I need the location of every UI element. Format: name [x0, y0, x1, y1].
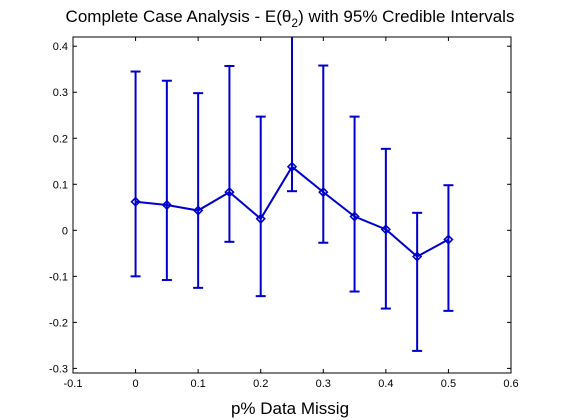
data-point-marker: [130, 196, 141, 207]
data-point-marker: [412, 251, 423, 262]
chart-title-subscript: 2: [291, 16, 298, 30]
data-point-marker: [318, 186, 329, 198]
chart-title-symbol: θ: [282, 7, 291, 26]
x-tick-label: 0.5: [441, 378, 456, 390]
y-tick-label: 0.1: [53, 179, 68, 191]
x-tick-label: 0.2: [253, 378, 268, 390]
y-tick-label: -0.2: [49, 317, 68, 329]
data-point-marker: [286, 161, 298, 172]
y-axis: -0.3 -0.2 -0.1 0 0.1 0.2 0.3 0.4: [49, 41, 511, 375]
x-axis: -0.1 0 0.1 0.2 0.3 0.4 0.5 0.6: [64, 37, 519, 390]
data-point-marker: [161, 199, 172, 211]
data-point-marker: [443, 234, 454, 245]
chart-title-suffix: ) with 95% Credible Intervals: [298, 7, 514, 26]
chart-title-prefix: Complete Case Analysis - E(: [66, 7, 283, 26]
x-axis-label: p% Data Missig: [231, 399, 349, 418]
series-line: [135, 165, 449, 258]
x-tick-label: 0: [133, 378, 139, 390]
y-tick-label: -0.3: [49, 363, 68, 375]
y-tick-label: 0.3: [53, 87, 68, 99]
y-tick-label: 0: [62, 225, 68, 237]
y-tick-label: 0.4: [53, 41, 68, 53]
data-point-marker: [349, 211, 360, 222]
data-point-marker: [380, 224, 391, 235]
plot-area: -0.1 0 0.1 0.2 0.3 0.4 0.5 0.6 -0.3 -0.2 -0.1 0 0.1…: [49, 36, 519, 390]
x-tick-label: 0.1: [190, 378, 205, 390]
x-tick-label: 0.6: [503, 378, 518, 390]
chart-title: Complete Case Analysis - E(θ2) with 95% …: [66, 7, 515, 30]
series: [130, 37, 454, 352]
data-point-marker: [255, 213, 266, 224]
x-tick-label: 0.3: [316, 378, 331, 390]
y-tick-label: -0.1: [49, 271, 68, 283]
data-point-marker: [224, 186, 235, 198]
data-point-marker: [193, 205, 204, 216]
x-tick-label: 0.4: [378, 378, 393, 390]
series-layer: [130, 37, 454, 352]
y-tick-label: 0.2: [53, 133, 68, 145]
x-tick-label: -0.1: [64, 378, 83, 390]
